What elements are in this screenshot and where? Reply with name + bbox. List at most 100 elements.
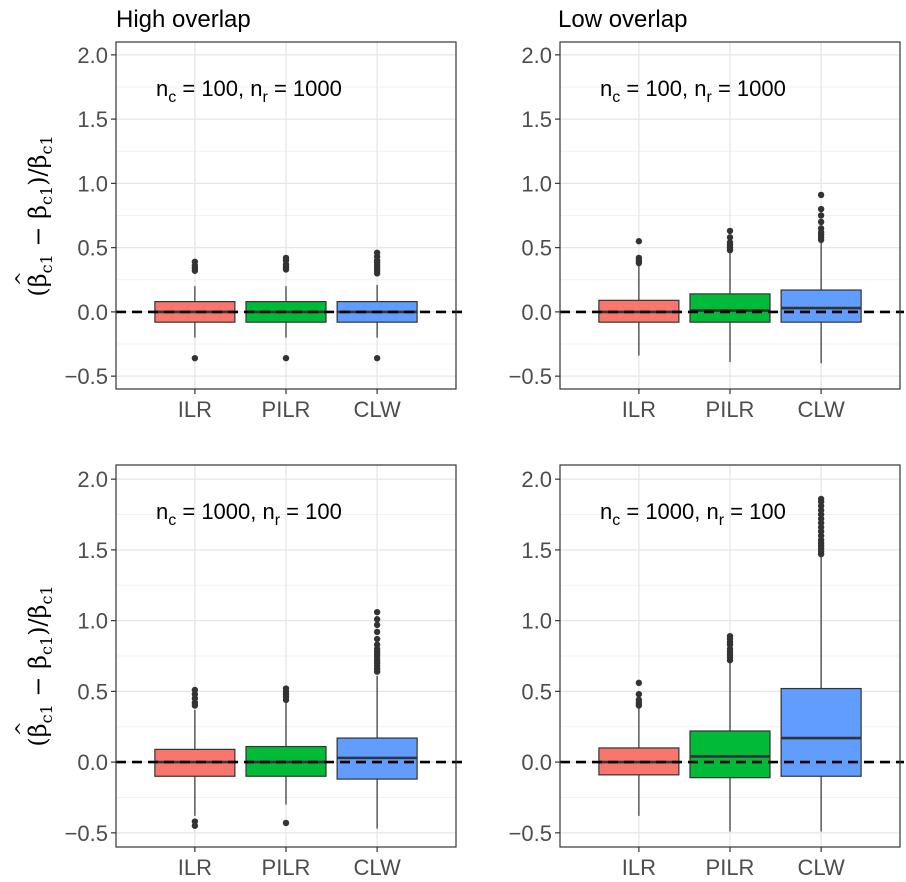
box-clw bbox=[780, 191, 862, 364]
x-tick-label: CLW bbox=[353, 855, 400, 880]
y-tick-label: −0.5 bbox=[65, 364, 108, 389]
y-tick-label: 1.0 bbox=[77, 609, 108, 634]
x-tick-label: PILR bbox=[706, 397, 755, 422]
outlier-point bbox=[373, 628, 381, 636]
outlier-point bbox=[635, 691, 643, 698]
annotation-text: n bbox=[156, 76, 168, 101]
annotation-subscript: r bbox=[263, 89, 269, 106]
outlier-point bbox=[282, 354, 290, 362]
x-tick-label: PILR bbox=[706, 855, 755, 880]
outlier-point bbox=[191, 822, 199, 829]
outlier-point bbox=[726, 239, 734, 246]
box-iqr bbox=[689, 293, 771, 323]
box-pilr bbox=[689, 632, 771, 832]
y-tick-label: −0.5 bbox=[65, 821, 108, 846]
box-iqr bbox=[689, 730, 771, 779]
y-tick-label: 2.0 bbox=[77, 43, 108, 68]
panel-3: −0.5 0.0 0.5 1.0 1.5 2.0 ILR PILR CLW nc = 1000, … bbox=[509, 464, 904, 880]
box-iqr bbox=[780, 289, 862, 323]
x-tick-label: CLW bbox=[797, 397, 844, 422]
outlier-point bbox=[373, 608, 381, 616]
y-tick-label: 0.5 bbox=[521, 679, 552, 704]
y-tick-label: 2.0 bbox=[521, 467, 552, 492]
x-tick-label: PILR bbox=[262, 855, 311, 880]
x-tick-label: ILR bbox=[178, 855, 212, 880]
outlier-point bbox=[373, 249, 381, 256]
y-tick-label: 0.0 bbox=[77, 300, 108, 325]
panel-1: −0.5 0.0 0.5 1.0 1.5 2.0 ILR PILR CLW nc = 100, n… bbox=[509, 41, 904, 422]
annotation-text: = 1000 bbox=[712, 76, 786, 101]
box-ilr bbox=[598, 238, 680, 356]
panel-title-low-overlap: Low overlap bbox=[558, 6, 688, 33]
annotation-subscript: c bbox=[168, 512, 176, 529]
sample-size-annotation: nc = 100, nr = 1000 bbox=[156, 76, 342, 106]
outlier-point bbox=[191, 258, 199, 265]
annotation-subscript: r bbox=[275, 512, 281, 529]
annotation-subscript: c bbox=[612, 512, 620, 529]
y-tick-label: 2.0 bbox=[77, 467, 108, 492]
box-ilr bbox=[154, 686, 236, 829]
sample-size-annotation: nc = 1000, nr = 100 bbox=[600, 499, 786, 529]
x-tick-label: CLW bbox=[797, 855, 844, 880]
y-tick-label: 1.0 bbox=[521, 609, 552, 634]
y-tick-label: 0.0 bbox=[521, 750, 552, 775]
annotation-text: = 100, n bbox=[620, 76, 706, 101]
outlier-point bbox=[726, 227, 734, 235]
x-tick-label: CLW bbox=[353, 397, 400, 422]
annotation-text: = 100, n bbox=[176, 76, 262, 101]
panel-0: −0.5 0.0 0.5 1.0 1.5 2.0 ILR PILR CLW nc = 100, n… bbox=[65, 41, 462, 422]
outlier-point bbox=[635, 679, 643, 687]
outlier-point bbox=[635, 254, 643, 262]
outlier-point bbox=[817, 218, 825, 226]
annotation-subscript: c bbox=[168, 89, 176, 106]
outlier-point bbox=[817, 212, 825, 219]
box-ilr bbox=[598, 679, 680, 816]
outlier-point bbox=[635, 238, 643, 245]
y-tick-label: 0.5 bbox=[521, 236, 552, 261]
y-tick-label: 1.5 bbox=[521, 107, 552, 132]
annotation-text: n bbox=[600, 76, 612, 101]
outlier-point bbox=[373, 641, 381, 648]
annotation-subscript: c bbox=[612, 89, 620, 106]
y-tick-label: 0.0 bbox=[521, 300, 552, 325]
x-tick-label: ILR bbox=[622, 397, 656, 422]
outlier-point bbox=[373, 616, 381, 623]
outlier-point bbox=[282, 254, 290, 262]
outlier-point bbox=[817, 225, 825, 232]
y-tick-label: 0.5 bbox=[77, 679, 108, 704]
box-clw bbox=[780, 495, 862, 832]
outlier-point bbox=[191, 686, 199, 694]
sample-size-annotation: nc = 1000, nr = 100 bbox=[156, 499, 342, 529]
y-tick-label: 2.0 bbox=[521, 43, 552, 68]
panel-2: −0.5 0.0 0.5 1.0 1.5 2.0 ILR PILR CLW nc = 1000, … bbox=[65, 464, 462, 880]
annotation-text: = 100 bbox=[724, 499, 786, 524]
outlier-point bbox=[373, 354, 381, 362]
annotation-text: = 1000, n bbox=[620, 499, 718, 524]
annotation-text: = 1000 bbox=[268, 76, 342, 101]
y-tick-label: 0.5 bbox=[77, 236, 108, 261]
annotation-text: = 100 bbox=[280, 499, 342, 524]
x-tick-label: PILR bbox=[262, 397, 311, 422]
box-pilr bbox=[689, 227, 771, 363]
outlier-point bbox=[282, 685, 290, 692]
y-tick-label: 1.0 bbox=[521, 171, 552, 196]
x-tick-label: ILR bbox=[178, 397, 212, 422]
outlier-point bbox=[635, 696, 643, 704]
outlier-point bbox=[817, 495, 825, 503]
y-tick-label: 1.5 bbox=[521, 538, 552, 563]
y-tick-label: 0.0 bbox=[77, 750, 108, 775]
annotation-text: n bbox=[156, 499, 168, 524]
outlier-point bbox=[373, 635, 381, 643]
outlier-point bbox=[191, 354, 199, 362]
outlier-point bbox=[373, 621, 381, 629]
y-tick-label: 1.0 bbox=[77, 171, 108, 196]
x-tick-label: ILR bbox=[622, 855, 656, 880]
outlier-point bbox=[726, 234, 734, 241]
annotation-subscript: r bbox=[707, 89, 713, 106]
outlier-point bbox=[282, 819, 290, 827]
sample-size-annotation: nc = 100, nr = 1000 bbox=[600, 76, 786, 106]
y-tick-label: 1.5 bbox=[77, 538, 108, 563]
annotation-text: = 1000, n bbox=[176, 499, 274, 524]
